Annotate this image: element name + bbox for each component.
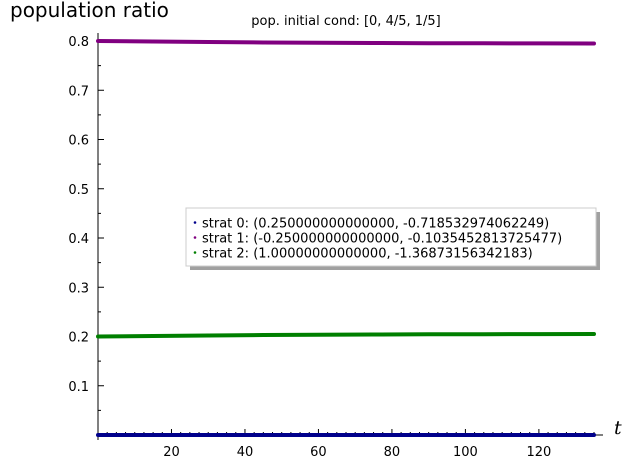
x-tick-label: 40: [237, 445, 254, 460]
legend-marker-0: [193, 221, 197, 224]
legend-label-2: strat 2: (1.00000000000000, -1.368731563…: [202, 247, 533, 262]
series-line-2: [96, 332, 596, 339]
y-tick-label: 0.4: [68, 232, 89, 247]
axes: 20 40 60 80 100 120 0.1 0.2 0.3 0.4 0.5 0.6 0.7 0.8: [68, 33, 603, 460]
legend-label-0: strat 0: (0.250000000000000, -0.71853297…: [202, 217, 549, 232]
y-tick-label: 0.2: [68, 331, 89, 346]
y-tick-label: 0.1: [68, 380, 89, 395]
x-tick-label: 60: [310, 445, 327, 460]
legend: strat 0: (0.250000000000000, -0.71853297…: [185, 207, 600, 270]
y-axis-label: population ratio: [10, 0, 169, 22]
legend-marker-2: [193, 251, 197, 254]
y-tick-label: 0.8: [68, 35, 89, 50]
legend-label-1: strat 1: (-0.250000000000000, -0.1035452…: [202, 232, 562, 247]
x-tick-label: 100: [453, 445, 478, 460]
legend-box: [185, 207, 597, 267]
y-tick-label: 0.7: [68, 84, 89, 99]
x-tick-label: 80: [384, 445, 401, 460]
x-tick-label: 20: [163, 445, 180, 460]
y-tick-label: 0.3: [68, 281, 89, 296]
x-tick-label: 120: [526, 445, 551, 460]
chart-title: pop. initial cond: [0, 4/5, 1/5]: [251, 14, 441, 29]
series-group: [96, 39, 596, 437]
y-tick-label: 0.5: [68, 183, 89, 198]
x-axis-label: t: [614, 417, 622, 439]
y-tick-label: 0.6: [68, 134, 89, 149]
series-line-1: [96, 39, 596, 46]
legend-marker-1: [193, 236, 197, 239]
